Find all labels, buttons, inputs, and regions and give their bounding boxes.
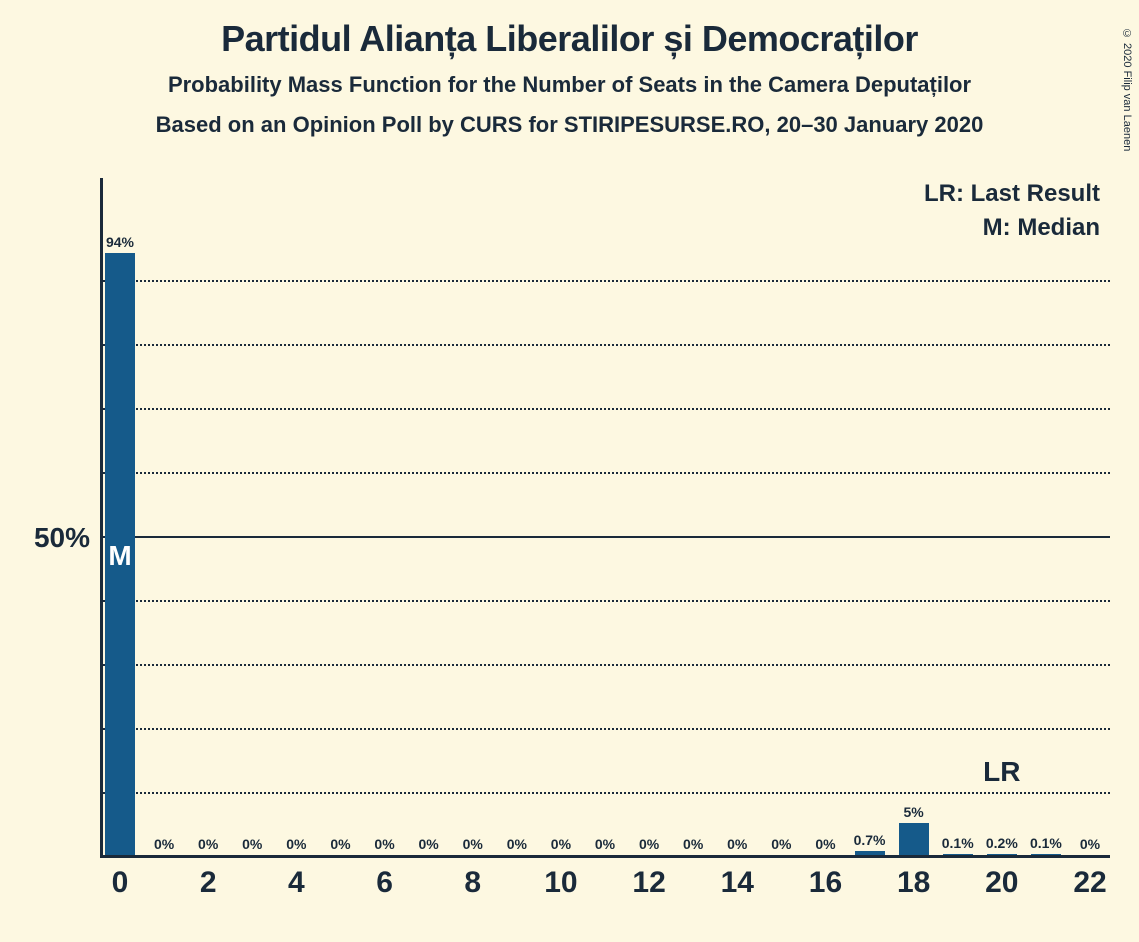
- bar-label: 0%: [771, 836, 791, 852]
- x-tick: 18: [897, 866, 930, 900]
- bar-label: 0%: [419, 836, 439, 852]
- x-tick: 22: [1073, 866, 1106, 900]
- gridline: [103, 792, 1110, 794]
- x-tick: 20: [985, 866, 1018, 900]
- bar-label: 0%: [727, 836, 747, 852]
- bar-label: 0%: [463, 836, 483, 852]
- gridline: [103, 408, 1110, 410]
- gridline: [103, 344, 1110, 346]
- gridline: [103, 728, 1110, 730]
- x-tick: 8: [464, 866, 481, 900]
- bar: [943, 854, 973, 855]
- chart-subtitle-2: Based on an Opinion Poll by CURS for STI…: [0, 112, 1139, 138]
- bar-label: 0.1%: [942, 835, 974, 851]
- gridline: [103, 536, 1110, 538]
- bar-label: 94%: [106, 234, 134, 250]
- bar-label: 0.7%: [854, 832, 886, 848]
- last-result-marker: LR: [983, 756, 1020, 788]
- x-tick: 0: [112, 866, 129, 900]
- bar: [987, 854, 1017, 855]
- median-marker: M: [108, 540, 131, 572]
- gridline: [103, 472, 1110, 474]
- bar-label: 0%: [286, 836, 306, 852]
- x-tick: 12: [632, 866, 665, 900]
- x-tick: 2: [200, 866, 217, 900]
- x-tick: 14: [721, 866, 754, 900]
- bar-label: 0%: [154, 836, 174, 852]
- gridline: [103, 600, 1110, 602]
- gridline: [103, 664, 1110, 666]
- bar-label: 0%: [507, 836, 527, 852]
- bar-label: 0%: [374, 836, 394, 852]
- bar-label: 5%: [904, 804, 924, 820]
- bar: [899, 823, 929, 855]
- bar-label: 0%: [1080, 836, 1100, 852]
- y-axis-label-50: 50%: [10, 522, 90, 554]
- legend-m: M: Median: [983, 214, 1100, 242]
- bar: [855, 851, 885, 855]
- legend-lr: LR: Last Result: [924, 180, 1100, 208]
- bar-label: 0%: [330, 836, 350, 852]
- gridline: [103, 280, 1110, 282]
- bar-label: 0%: [639, 836, 659, 852]
- bar-label: 0%: [198, 836, 218, 852]
- bar: [1031, 854, 1061, 855]
- bar-label: 0%: [551, 836, 571, 852]
- plot-area: LR: Last Result M: Median 50% 94%0%0%0%0…: [100, 218, 1110, 858]
- bar-label: 0%: [242, 836, 262, 852]
- bar-label: 0%: [595, 836, 615, 852]
- bar-label: 0%: [683, 836, 703, 852]
- bar-label: 0%: [815, 836, 835, 852]
- x-tick: 16: [809, 866, 842, 900]
- x-tick: 10: [544, 866, 577, 900]
- x-tick: 6: [376, 866, 393, 900]
- x-axis: [100, 855, 1110, 858]
- bar-label: 0.2%: [986, 835, 1018, 851]
- x-tick: 4: [288, 866, 305, 900]
- chart-subtitle: Probability Mass Function for the Number…: [0, 72, 1139, 98]
- bar-label: 0.1%: [1030, 835, 1062, 851]
- chart-title: Partidul Alianța Liberalilor și Democraț…: [0, 18, 1139, 60]
- copyright-text: © 2020 Filip van Laenen: [1121, 28, 1133, 151]
